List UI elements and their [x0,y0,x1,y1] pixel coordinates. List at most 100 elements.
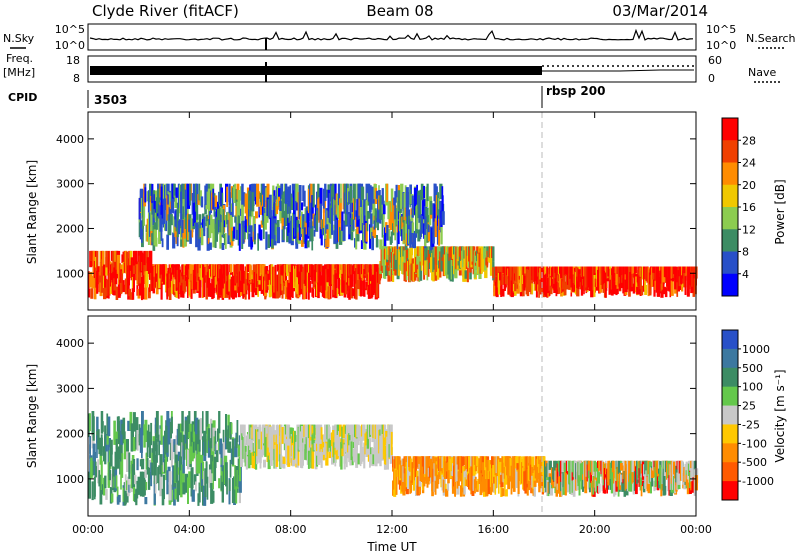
heatmap-cell-1429 [635,276,637,292]
heatmap-cell-115 [132,250,136,268]
heatmap-cell-2244 [393,224,396,233]
heatmap-cell-2300 [412,233,416,249]
heatmap-cell-510 [280,424,283,442]
heatmap-cell-384 [234,465,236,490]
heatmap-cell-1277 [576,276,579,289]
heatmap-cell-1095 [504,489,508,497]
heatmap-cell-404 [242,290,245,298]
colorbar-tick-label-3: 25 [742,400,756,413]
heatmap-cell-165 [153,454,157,484]
heatmap-cell-45 [106,428,110,445]
heatmap-cell-1366 [611,277,614,296]
heatmap-cell-1150 [531,266,534,281]
heatmap-cell-395 [238,271,241,297]
heatmap-cell-71 [115,438,118,457]
heatmap-cell-199 [165,454,168,481]
heatmap-cell-73 [116,486,119,503]
heatmap-cell-1134 [522,467,524,490]
heatmap-cell-977 [462,246,464,270]
heatmap-cell-1535 [676,276,679,297]
heatmap-cell-298 [200,462,203,486]
colorbar-swatch-0 [722,118,738,141]
heatmap-cell-665 [343,448,346,470]
heatmap-cell-1649 [162,198,166,228]
heatmap-cell-422 [249,442,251,451]
heatmap-cell-2253 [396,224,399,233]
heatmap-cell-370 [228,441,232,453]
heatmap-cell-868 [421,464,425,494]
colorbar-tick-label-7: -1000 [742,475,774,488]
heatmap-cell-1202 [549,277,552,286]
heatmap-cell-605 [319,437,323,452]
heatmap-cell-1496 [662,280,665,289]
heatmap-cell-1673 [173,216,175,235]
heatmap-cell-1446 [640,285,644,296]
heatmap-cell-1032 [484,248,487,271]
nsearch-label: N.Search [746,32,796,45]
heatmap-cell-1046 [486,459,490,476]
heatmap-cell-2322 [423,209,425,236]
heatmap-cell-243 [181,464,185,494]
heatmap-cell-1592 [142,206,144,230]
heatmap-cell-1250 [567,266,570,279]
heatmap-cell-246 [182,482,186,495]
heatmap-cell-222 [175,291,179,298]
heatmap-cell-1824 [228,192,232,206]
heatmap-cell-1033 [481,462,485,475]
heatmap-cell-1780 [212,188,215,210]
heatmap-cell-248 [183,438,186,460]
heatmap-cell-928 [443,456,446,470]
heatmap-cell-107 [129,292,133,300]
heatmap-cell-862 [418,257,421,282]
heatmap-cell-402 [241,424,244,434]
heatmap-cell-1509 [667,280,670,291]
heatmap-cell-1739 [196,226,199,236]
heatmap-cell-786 [390,447,393,464]
heatmap-cell-765 [382,424,385,440]
heatmap-cell-93 [124,488,127,505]
heatmap-cell-247 [184,280,187,292]
heatmap-cell-842 [412,456,415,469]
heatmap-cell-238 [180,432,182,457]
heatmap-cell-1379 [616,268,619,289]
heatmap-cell-2178 [365,223,368,242]
heatmap-cell-1685 [176,235,179,247]
heatmap-cell-1644 [160,214,163,241]
heatmap-cell-1377 [616,466,619,487]
heatmap-cell-1151 [531,283,534,295]
heatmap-cell-355 [222,429,225,447]
heatmap-cell-1868 [246,215,249,240]
heatmap-cell-2184 [367,210,371,219]
heatmap-cell-2143 [352,183,356,203]
heatmap-cell-2186 [369,224,372,249]
heatmap-cell-252 [185,421,188,450]
heatmap-cell-1371 [614,480,617,493]
heatmap-cell-1501 [664,460,667,473]
heatmap-cell-552 [298,270,301,296]
heatmap-cell-529 [289,272,292,300]
heatmap-cell-1007 [473,479,476,494]
heatmap-cell-1726 [191,193,194,215]
heatmap-cell-695 [354,271,356,299]
heatmap-cell-563 [302,451,304,466]
heatmap-cell-1115 [517,266,520,285]
heatmap-cell-1688 [177,183,180,208]
heatmap-cell-613 [321,439,324,452]
heatmap-cell-516 [284,264,287,273]
heatmap-cell-265 [191,275,194,290]
heatmap-cell-1048 [491,246,493,258]
heatmap-cell-99 [126,251,129,268]
heatmap-cell-902 [432,246,436,273]
heatmap-cell-752 [377,447,380,464]
heatmap-cell-287 [197,493,200,506]
heatmap-cell-1431 [639,460,642,476]
heatmap-cell-628 [329,278,332,299]
heatmap-cell-22 [96,416,99,432]
heatmap-cell-1951 [278,188,281,205]
colorbar-swatch-5 [722,424,738,444]
heatmap-cell-907 [436,466,439,475]
heatmap-cell-1173 [538,456,540,471]
heatmap-cell-1364 [610,275,613,290]
heatmap-cell-1333 [597,471,601,486]
heatmap-cell-563 [303,283,306,300]
